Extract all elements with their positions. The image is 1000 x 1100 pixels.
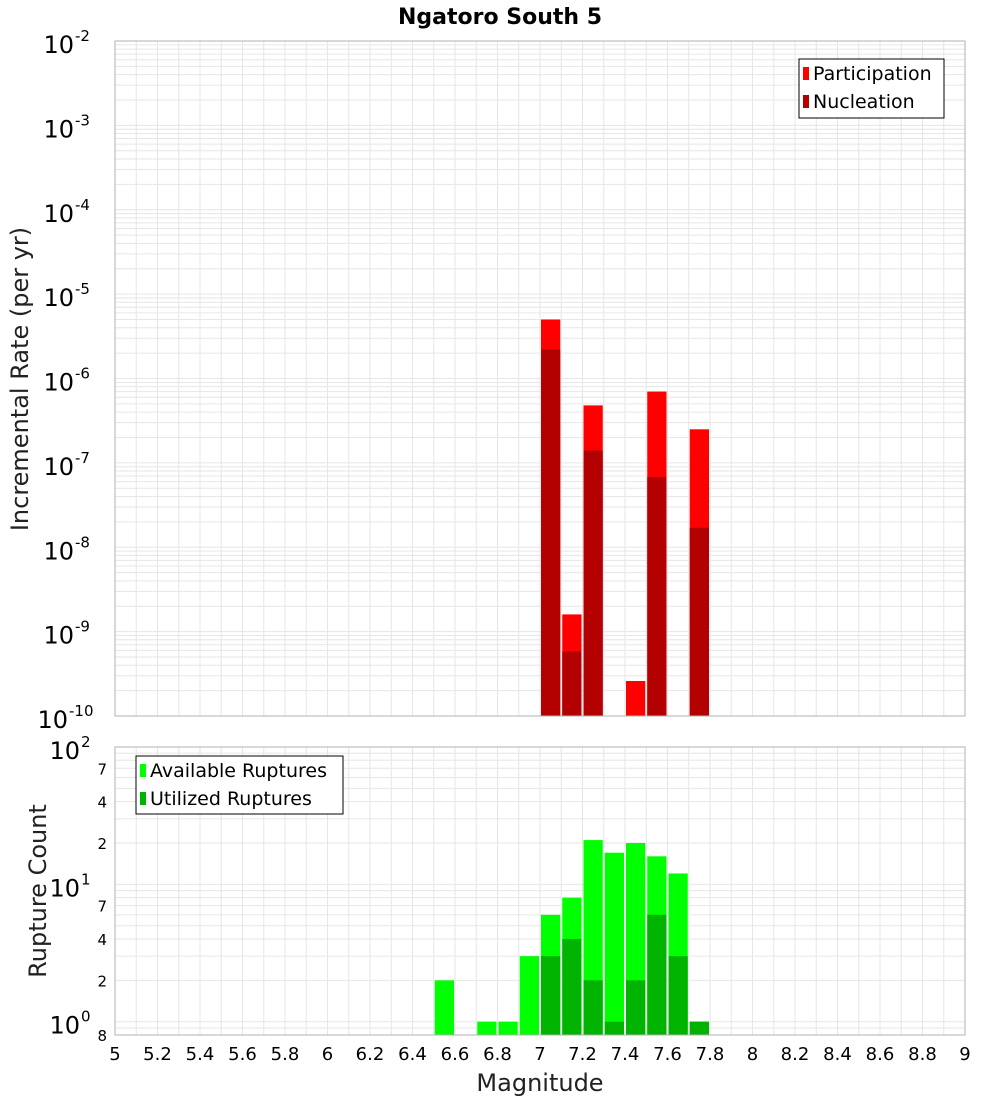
bottom-legend-box (135, 755, 344, 815)
bottom-y-minor-label: 4 (97, 794, 107, 812)
bottom-y-tick-base: 10 (49, 1012, 80, 1040)
bar-available-ruptures (519, 956, 539, 1035)
legend-label-participation: Participation (813, 63, 932, 85)
top-plot-frame (114, 40, 966, 717)
x-tick-label: 8 (747, 1044, 758, 1065)
chart-title: Ngatoro South 5 (398, 5, 602, 30)
top-legend: Participation Nucleation (798, 58, 945, 119)
top-y-tick-base: 10 (43, 31, 74, 59)
x-tick-label: 5.8 (271, 1044, 300, 1065)
top-y-tick-base: 10 (43, 453, 74, 481)
bottom-y-minor-label: 7 (97, 760, 107, 778)
bar-nucleation (647, 477, 667, 716)
x-tick-label: 5.2 (143, 1044, 172, 1065)
bottom-y-minor-label: 4 (97, 931, 107, 949)
bottom-y-axis-title: Rupture Count (24, 804, 52, 978)
x-ticks: 5 5.2 5.4 5.6 5.8 6 6.2 6.4 6.6 6.8 7 7.2 7.4 7.6 7.8 8… (109, 1044, 970, 1065)
top-bars (541, 319, 709, 716)
bar-available-ruptures (498, 1021, 518, 1035)
bar-available-ruptures (477, 1021, 497, 1035)
bar-utilized-ruptures (541, 956, 561, 1035)
bottom-y-tick-exponent: 0 (81, 1008, 91, 1026)
bar-nucleation (541, 349, 561, 716)
bottom-y-minor-label: 2 (97, 835, 107, 853)
bottom-y-tick-exponent: 1 (81, 870, 91, 888)
top-y-tick-exponent: -4 (75, 196, 90, 214)
legend-swatch-participation (803, 67, 809, 80)
bar-utilized-ruptures (562, 939, 582, 1035)
x-tick-label: 9 (959, 1044, 970, 1065)
top-y-tick-exponent: -7 (75, 449, 90, 467)
x-tick-label: 5.6 (228, 1044, 257, 1065)
x-tick-label: 5 (109, 1044, 120, 1065)
bar-utilized-ruptures (583, 980, 603, 1035)
legend-label-utilized: Utilized Ruptures (150, 788, 312, 810)
bar-utilized-ruptures (604, 1021, 624, 1035)
bottom-plot-frame (114, 746, 966, 1036)
bottom-bars (434, 840, 709, 1035)
x-tick-label: 6.4 (398, 1044, 427, 1065)
x-tick-label: 7.6 (653, 1044, 682, 1065)
top-y-tick-exponent: -5 (75, 280, 90, 298)
bottom-y-minor-label: 7 (97, 898, 107, 916)
legend-label-available: Available Ruptures (150, 760, 327, 782)
bar-nucleation (583, 450, 603, 716)
x-tick-label: 7.2 (568, 1044, 597, 1065)
bottom-y-tick-base: 10 (49, 737, 80, 765)
top-y-tick-exponent: -2 (75, 27, 90, 45)
bar-utilized-ruptures (689, 1021, 709, 1035)
bar-utilized-ruptures (668, 956, 688, 1035)
x-tick-label: 6 (322, 1044, 333, 1065)
top-y-axis-title: Incremental Rate (per yr) (6, 227, 34, 531)
top-y-tick-exponent: -8 (75, 533, 90, 551)
legend-swatch-utilized (140, 792, 146, 805)
bar-available-ruptures (604, 852, 624, 1035)
top-y-tick-base: 10 (43, 115, 74, 143)
top-y-tick-exponent: -9 (75, 618, 90, 636)
x-tick-label: 7 (534, 1044, 545, 1065)
top-legend-box (798, 58, 945, 119)
x-tick-label: 5.4 (186, 1044, 215, 1065)
x-tick-label: 8.2 (781, 1044, 810, 1065)
top-y-tick-base: 10 (43, 622, 74, 650)
top-y-tick-base: 10 (43, 200, 74, 228)
bar-utilized-ruptures (626, 980, 646, 1035)
x-tick-label: 6.2 (356, 1044, 385, 1065)
top-y-tick-exponent: -3 (75, 111, 90, 129)
top-y-tick-base: 10 (43, 537, 74, 565)
bottom-y-minor-label: 2 (97, 972, 107, 990)
bottom-y-tick-exponent: 2 (81, 733, 91, 751)
x-tick-label: 7.8 (696, 1044, 725, 1065)
x-tick-label: 7.4 (611, 1044, 640, 1065)
bottom-legend: Available Ruptures Utilized Ruptures (135, 755, 344, 815)
x-axis-title: Magnitude (476, 1069, 603, 1097)
legend-label-nucleation: Nucleation (813, 91, 915, 113)
bar-participation (626, 680, 646, 716)
bar-available-ruptures (434, 980, 454, 1035)
legend-swatch-nucleation (803, 95, 809, 108)
top-grid (114, 41, 966, 717)
x-tick-label: 8.4 (823, 1044, 852, 1065)
top-y-tick-base: 10 (37, 706, 68, 734)
bottom-y-tick-base: 10 (49, 874, 80, 902)
bar-nucleation (689, 527, 709, 716)
bottom-y-minor-label: 8 (97, 1027, 107, 1045)
top-y-tick-base: 10 (43, 284, 74, 312)
top-y-tick-exponent: -10 (69, 702, 94, 720)
x-tick-label: 6.6 (441, 1044, 470, 1065)
x-tick-label: 8.6 (866, 1044, 895, 1065)
x-tick-label: 6.8 (483, 1044, 512, 1065)
top-y-tick-exponent: -6 (75, 365, 90, 383)
bar-utilized-ruptures (647, 914, 667, 1035)
top-y-tick-base: 10 (43, 369, 74, 397)
x-tick-label: 8.8 (908, 1044, 937, 1065)
bar-nucleation (562, 651, 582, 716)
legend-swatch-available (140, 764, 146, 777)
